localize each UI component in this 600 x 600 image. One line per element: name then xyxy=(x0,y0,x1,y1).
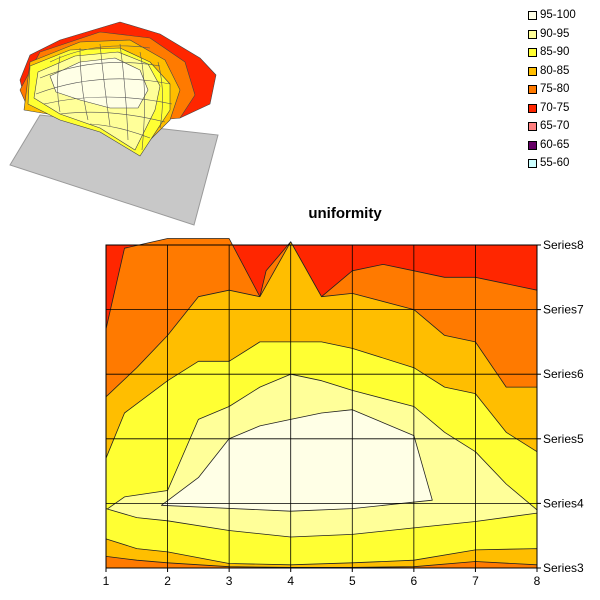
legend-label: 90-95 xyxy=(540,27,570,40)
legend-item: 55-60 xyxy=(528,154,598,173)
chart-title: uniformity xyxy=(308,205,382,222)
y-axis: Series3 Series4 Series5 Series6 Series7 Serie… xyxy=(537,238,584,575)
y-tick-label: Series4 xyxy=(543,496,584,510)
y-tick-label: Series6 xyxy=(543,367,584,381)
legend-item: 65-70 xyxy=(528,117,598,136)
x-tick-label: 7 xyxy=(472,574,479,588)
mesh-line xyxy=(139,51,145,151)
legend-label: 95-100 xyxy=(540,9,576,21)
x-axis: 1 2 3 4 5 6 7 8 xyxy=(103,568,541,588)
mesh-line xyxy=(43,96,173,105)
mesh-line xyxy=(99,43,111,127)
x-tick-label: 1 xyxy=(103,574,110,588)
mesh-line xyxy=(79,47,89,121)
surface-layers xyxy=(19,21,217,157)
legend-swatch xyxy=(528,29,537,39)
legend-label: 85-90 xyxy=(540,46,570,58)
contour-regions xyxy=(105,238,538,569)
mesh-line xyxy=(39,62,161,79)
legend-swatch xyxy=(528,66,537,76)
surface-mesh xyxy=(35,43,173,151)
x-tick-label: 6 xyxy=(411,574,418,588)
x-tick-label: 3 xyxy=(226,574,233,588)
legend-item: 90-95 xyxy=(528,25,598,44)
legend-swatch xyxy=(528,159,537,168)
y-tick-label: Series7 xyxy=(543,303,584,317)
mesh-line xyxy=(57,55,61,113)
x-tick-label: 5 xyxy=(349,574,356,588)
chart-legend: 95-100 90-95 85-90 80-85 75-80 70-75 65-70 60-6… xyxy=(528,6,598,173)
legend-swatch xyxy=(528,122,537,131)
legend-item: 70-75 xyxy=(528,99,598,118)
legend-swatch xyxy=(528,103,537,113)
legend-swatch xyxy=(528,48,537,57)
y-tick-label: Series8 xyxy=(543,238,584,252)
legend-label: 75-80 xyxy=(540,83,570,95)
legend-item: 80-85 xyxy=(528,62,598,81)
legend-swatch xyxy=(528,85,537,94)
legend-item: 95-100 xyxy=(528,6,598,25)
legend-label: 60-65 xyxy=(540,138,570,151)
legend-item: 85-90 xyxy=(528,43,598,62)
y-tick-label: Series3 xyxy=(543,561,584,575)
legend-label: 55-60 xyxy=(540,157,570,169)
legend-swatch xyxy=(528,140,537,150)
mesh-line xyxy=(89,123,151,139)
x-tick-label: 8 xyxy=(534,574,541,588)
legend-label: 70-75 xyxy=(540,101,570,114)
legend-label: 80-85 xyxy=(540,64,570,77)
mesh-line xyxy=(59,111,166,123)
legend-item: 60-65 xyxy=(528,136,598,155)
x-tick-label: 4 xyxy=(287,574,294,588)
mesh-line xyxy=(157,61,163,129)
legend-item: 75-80 xyxy=(528,80,598,99)
legend-label: 65-70 xyxy=(540,120,570,132)
mesh-line xyxy=(119,43,129,141)
y-tick-label: Series5 xyxy=(543,432,584,446)
plot-border xyxy=(105,244,538,569)
surface-3d-chart xyxy=(9,21,219,226)
x-tick-label: 2 xyxy=(164,574,171,588)
mesh-line xyxy=(35,78,171,95)
legend-swatch xyxy=(528,11,537,20)
